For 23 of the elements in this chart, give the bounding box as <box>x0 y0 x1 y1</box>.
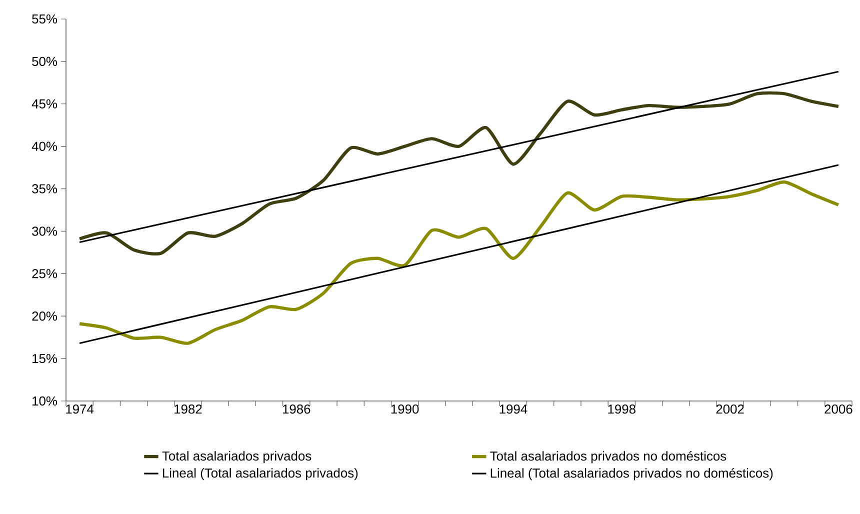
x-tick-label: 1994 <box>500 404 528 414</box>
line-series <box>78 91 840 256</box>
x-tick-label: 1990 <box>391 404 419 414</box>
y-tick-label: 45% <box>32 99 58 108</box>
y-tick-label: 50% <box>32 56 58 66</box>
x-tick-label: 2006 <box>824 404 852 414</box>
x-tick-label: 1974 <box>66 404 94 414</box>
legend-label: Lineal (Total asalariados privados no domésticos) <box>490 468 773 480</box>
y-tick-label: 35% <box>32 184 58 194</box>
y-tick-label: 40% <box>32 142 58 151</box>
y-tick-label: 30% <box>32 226 58 236</box>
x-tick-label: 1998 <box>608 404 636 414</box>
x-tick-label: 2002 <box>716 404 744 414</box>
legend-label: Total asalariados privados <box>162 451 312 464</box>
x-tick-label: 1982 <box>174 404 202 414</box>
y-tick-label: 25% <box>32 269 58 278</box>
x-tick-label: 1986 <box>282 404 310 414</box>
legend-label: Lineal (Total asalariados privados) <box>162 468 358 480</box>
legend-label: Total asalariados privados no domésticos <box>490 451 726 464</box>
y-tick-label: 20% <box>32 312 58 321</box>
y-tick-label: 15% <box>32 354 58 364</box>
y-tick-label: 55% <box>32 14 58 24</box>
y-tick-label: 10% <box>32 396 58 406</box>
